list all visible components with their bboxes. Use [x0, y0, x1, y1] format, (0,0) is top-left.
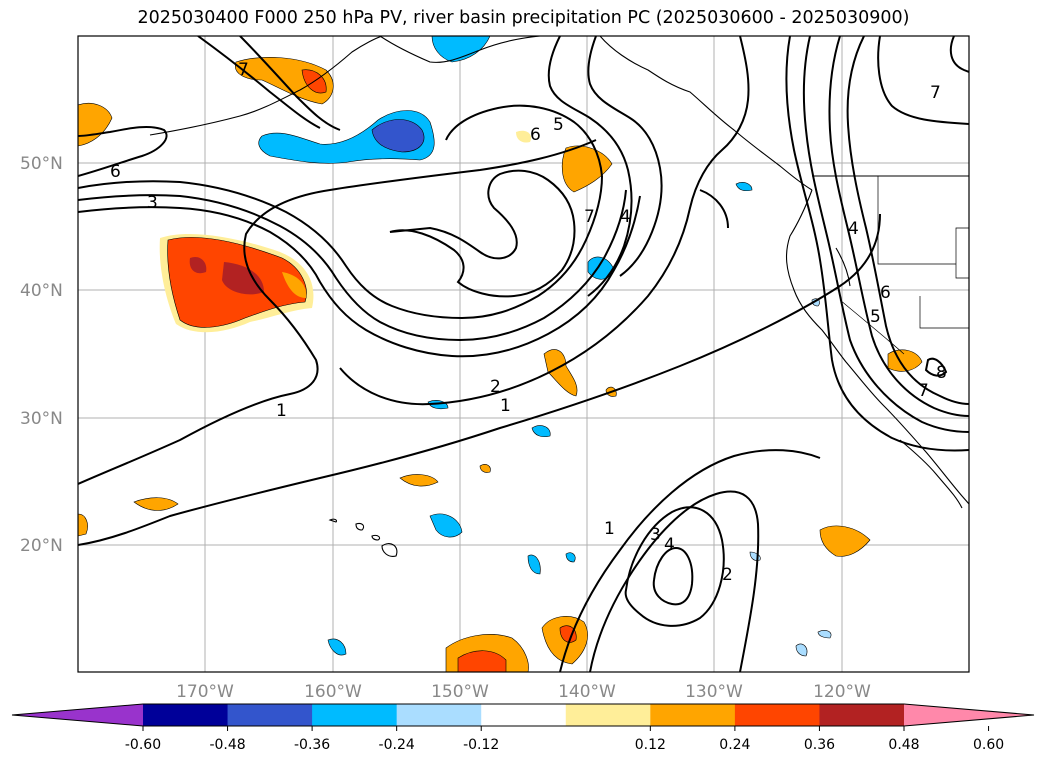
contour-label: 1	[500, 396, 511, 416]
contour-label: 3	[147, 193, 158, 213]
lat-label: 50°N	[20, 154, 63, 174]
contour-label: 4	[848, 219, 859, 239]
colorbar-label: -0.36	[294, 737, 330, 753]
lon-label: 170°W	[176, 682, 234, 702]
lat-label: 40°N	[20, 281, 63, 301]
colorbar-label: 0.24	[719, 737, 750, 753]
contour-label: 6	[530, 125, 541, 145]
contour-label: 8	[936, 363, 947, 383]
colorbar-swatch	[312, 704, 398, 726]
colorbar-label: -0.48	[209, 737, 245, 753]
colorbar-swatch	[143, 704, 229, 726]
colorbar-label: -0.12	[463, 737, 499, 753]
colorbar-extend-low	[12, 704, 143, 726]
coastlines	[149, 36, 969, 557]
colorbar-label: 0.60	[973, 737, 1004, 753]
lat-label: 30°N	[20, 409, 63, 429]
contour-label: 1	[604, 519, 615, 539]
contour-label: 3	[650, 525, 661, 545]
colorbar-swatch	[565, 704, 651, 726]
contour-label: 6	[110, 162, 121, 182]
lon-label: 150°W	[431, 682, 489, 702]
contour-labels: 6 3 1 2 1 7 6 5 7 4 1 3 4 2 4 6 5 7 8 7	[110, 60, 947, 585]
colorbar-label: 0.12	[635, 737, 666, 753]
contour-label: 5	[553, 115, 564, 135]
contour-label: 5	[870, 307, 881, 327]
colorbar-swatch	[227, 704, 313, 726]
map-title: 2025030400 F000 250 hPa PV, river basin …	[137, 8, 910, 28]
colorbar-label: 0.48	[888, 737, 919, 753]
colorbar-swatch	[650, 704, 736, 726]
latitude-labels: 50°N 40°N 30°N 20°N	[20, 154, 63, 556]
map-border	[77, 35, 970, 673]
colorbar-swatch	[734, 704, 820, 726]
precipitation-fill	[78, 36, 923, 672]
colorbar: -0.60 -0.48 -0.36 -0.24 -0.12 0.12 0.24 0.36 0.4…	[11, 703, 1035, 753]
contour-label: 2	[490, 377, 501, 397]
colorbar-swatch	[819, 704, 905, 726]
lat-label: 20°N	[20, 536, 63, 556]
colorbar-label: -0.60	[125, 737, 161, 753]
contour-label: 2	[722, 565, 733, 585]
lon-label: 130°W	[685, 682, 743, 702]
colorbar-swatch	[481, 704, 567, 726]
pv-contours	[78, 36, 969, 672]
lon-label: 140°W	[558, 682, 616, 702]
lon-label: 120°W	[813, 682, 871, 702]
contour-label: 7	[930, 83, 941, 103]
contour-label: 7	[238, 60, 249, 80]
colorbar-label: -0.24	[379, 737, 415, 753]
longitude-labels: 170°W 160°W 150°W 140°W 130°W 120°W	[176, 682, 871, 702]
lon-label: 160°W	[304, 682, 362, 702]
contour-label: 6	[880, 283, 891, 303]
contour-label: 4	[664, 535, 675, 555]
contour-label: 1	[276, 401, 287, 421]
contour-label: 7	[918, 381, 929, 401]
contour-label: 4	[620, 207, 631, 227]
colorbar-swatch	[396, 704, 482, 726]
contour-label: 7	[584, 207, 595, 227]
colorbar-label: 0.36	[804, 737, 835, 753]
colorbar-extend-high	[904, 704, 1034, 726]
